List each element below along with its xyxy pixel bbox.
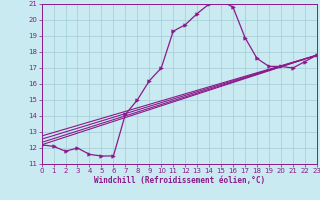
X-axis label: Windchill (Refroidissement éolien,°C): Windchill (Refroidissement éolien,°C) <box>94 176 265 185</box>
